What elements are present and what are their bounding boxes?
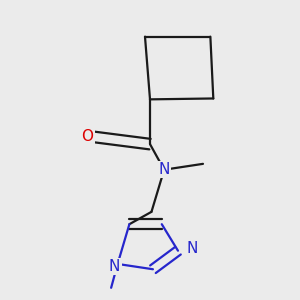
Text: N: N — [109, 259, 120, 274]
Text: O: O — [81, 129, 93, 144]
Text: N: N — [186, 241, 198, 256]
Text: N: N — [158, 162, 170, 177]
